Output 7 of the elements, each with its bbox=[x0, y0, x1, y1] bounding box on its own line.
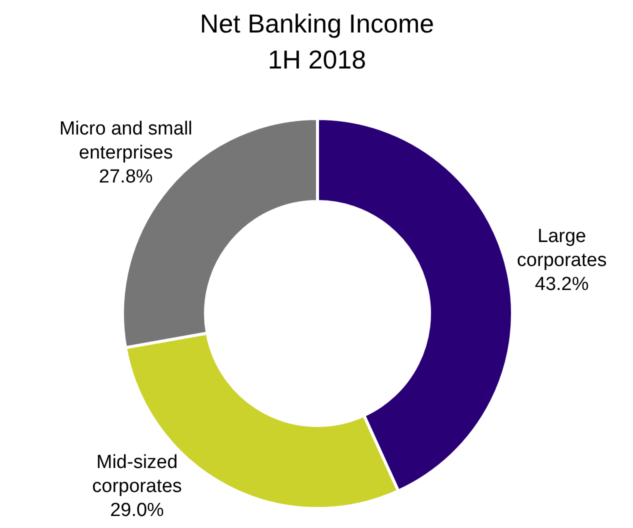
data-label: 27.8% bbox=[98, 166, 153, 188]
slice-label: Micro and small enterprises bbox=[59, 118, 192, 164]
chart-title: Net Banking Income 1H 2018 bbox=[200, 8, 434, 74]
data-label: 29.0% bbox=[110, 500, 164, 522]
slice-label: Large corporates bbox=[516, 226, 607, 271]
data-label: 43.2% bbox=[534, 274, 589, 296]
slice-label: Mid-sized corporates bbox=[92, 452, 182, 497]
